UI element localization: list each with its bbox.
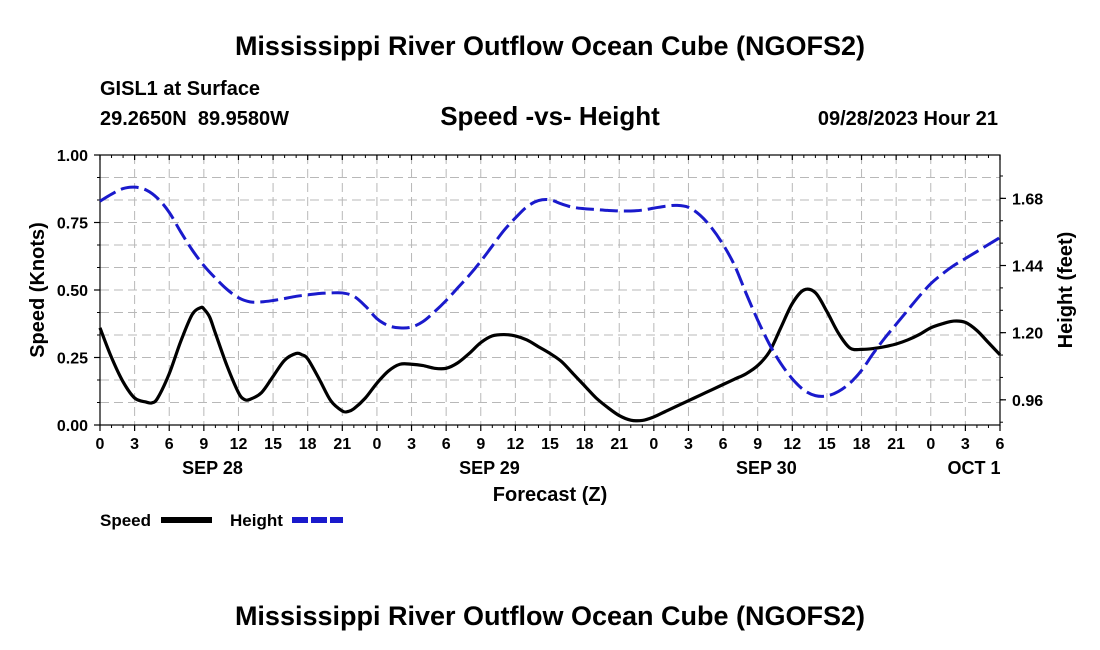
- x-tick-label: 9: [199, 436, 208, 453]
- x-axis-title: Forecast (Z): [493, 484, 607, 506]
- x-tick-label: 21: [887, 436, 905, 453]
- x-tick-label: 18: [853, 436, 871, 453]
- x-tick-label: 12: [783, 436, 801, 453]
- y2-tick-label: 1.68: [1012, 191, 1043, 208]
- date-label: SEP 30: [736, 458, 797, 478]
- x-tick-label: 0: [926, 436, 935, 453]
- x-tick-label: 21: [333, 436, 351, 453]
- x-tick-label: 6: [719, 436, 728, 453]
- y2-tick-label: 0.96: [1012, 393, 1043, 410]
- date-label: SEP 29: [459, 458, 520, 478]
- x-tick-label: 21: [610, 436, 628, 453]
- y2-axis-title: Height (feet): [1055, 232, 1077, 349]
- y-tick-label: 0.25: [57, 351, 88, 368]
- y-axis-title: Speed (Knots): [27, 222, 49, 358]
- station-label: GISL1 at Surface: [100, 78, 260, 100]
- axis-tick-labels: 0 3 6 9 12 15 18 21 0 3 6 9 12 15 18 21 0 3 6 9 12 15 18 21 0 3 6S…: [57, 148, 1043, 478]
- x-tick-label: 15: [818, 436, 836, 453]
- x-tick-label: 18: [576, 436, 594, 453]
- x-tick-label: 3: [130, 436, 139, 453]
- x-tick-label: 0: [96, 436, 105, 453]
- x-tick-label: 3: [961, 436, 970, 453]
- data-series: [98, 185, 1002, 423]
- legend-height-label: Height: [230, 511, 283, 530]
- x-tick-label: 12: [506, 436, 524, 453]
- x-tick-label: 0: [372, 436, 381, 453]
- x-tick-label: 0: [649, 436, 658, 453]
- y-tick-label: 0.50: [57, 283, 88, 300]
- timestamp-label: 09/28/2023 Hour 21: [818, 108, 998, 130]
- x-tick-label: 3: [684, 436, 693, 453]
- page-title-top: Mississippi River Outflow Ocean Cube (NG…: [235, 31, 865, 61]
- x-tick-label: 15: [541, 436, 559, 453]
- axis-ticks: [94, 154, 1006, 431]
- x-tick-label: 15: [264, 436, 282, 453]
- x-tick-label: 6: [165, 436, 174, 453]
- x-tick-label: 6: [442, 436, 451, 453]
- y-tick-label: 1.00: [57, 148, 88, 165]
- x-tick-label: 9: [753, 436, 762, 453]
- x-tick-label: 12: [230, 436, 248, 453]
- y2-tick-label: 1.20: [1012, 326, 1043, 343]
- series-line-height: [99, 185, 1001, 398]
- series-line-speed: [98, 287, 1002, 423]
- date-label: SEP 28: [182, 458, 243, 478]
- x-tick-label: 3: [407, 436, 416, 453]
- coordinates-label: 29.2650N 89.9580W: [100, 108, 289, 130]
- y-tick-label: 0.00: [57, 418, 88, 435]
- x-tick-label: 9: [476, 436, 485, 453]
- page-title-bottom: Mississippi River Outflow Ocean Cube (NG…: [235, 601, 865, 631]
- x-tick-label: 18: [299, 436, 317, 453]
- legend-speed-label: Speed: [100, 511, 151, 530]
- y-tick-label: 0.75: [57, 216, 88, 233]
- date-label: OCT 1: [948, 458, 1001, 478]
- y2-tick-label: 1.44: [1012, 259, 1043, 276]
- x-tick-label: 6: [996, 436, 1005, 453]
- legend: Speed Height: [100, 511, 343, 530]
- chart-title: Speed -vs- Height: [440, 101, 660, 131]
